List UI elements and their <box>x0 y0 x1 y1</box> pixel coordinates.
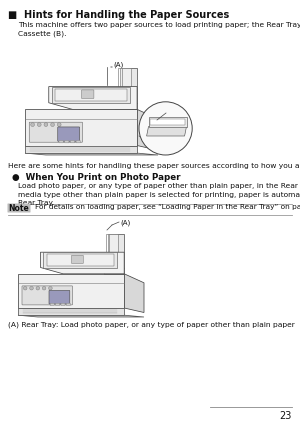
Circle shape <box>30 286 33 290</box>
Circle shape <box>42 286 46 290</box>
Polygon shape <box>108 234 117 267</box>
Polygon shape <box>115 103 137 109</box>
Text: (A): (A) <box>113 62 123 68</box>
Polygon shape <box>148 117 187 127</box>
Text: (A): (A) <box>120 220 130 226</box>
Polygon shape <box>18 315 144 317</box>
Circle shape <box>23 286 27 290</box>
FancyBboxPatch shape <box>22 286 73 305</box>
Polygon shape <box>103 267 124 274</box>
Polygon shape <box>56 88 127 101</box>
Polygon shape <box>40 252 124 274</box>
Polygon shape <box>147 127 187 136</box>
FancyBboxPatch shape <box>71 255 83 264</box>
Polygon shape <box>25 109 137 145</box>
Circle shape <box>31 123 34 127</box>
FancyBboxPatch shape <box>82 90 94 99</box>
Polygon shape <box>43 252 117 267</box>
FancyBboxPatch shape <box>76 141 80 143</box>
Text: Note: Note <box>9 204 29 213</box>
FancyBboxPatch shape <box>56 303 60 306</box>
Polygon shape <box>18 308 124 315</box>
FancyBboxPatch shape <box>61 303 65 306</box>
Polygon shape <box>52 87 130 103</box>
Text: Load photo paper, or any type of paper other than plain paper, in the Rear Tray.: Load photo paper, or any type of paper o… <box>18 183 300 206</box>
Circle shape <box>38 123 41 127</box>
Polygon shape <box>137 109 158 150</box>
Text: 23: 23 <box>280 411 292 421</box>
FancyBboxPatch shape <box>65 141 69 143</box>
Polygon shape <box>106 234 115 267</box>
Circle shape <box>57 123 61 127</box>
Polygon shape <box>124 274 144 312</box>
FancyBboxPatch shape <box>8 204 31 212</box>
Polygon shape <box>49 87 137 109</box>
Polygon shape <box>112 234 124 267</box>
Text: (A) Rear Tray: Load photo paper, or any type of paper other than plain paper: (A) Rear Tray: Load photo paper, or any … <box>8 322 295 329</box>
Text: Here are some hints for handling these paper sources according to how you are us: Here are some hints for handling these p… <box>8 163 300 169</box>
FancyBboxPatch shape <box>70 141 75 143</box>
Polygon shape <box>110 234 118 267</box>
FancyBboxPatch shape <box>50 303 54 306</box>
Circle shape <box>49 286 52 290</box>
Polygon shape <box>18 274 124 308</box>
Circle shape <box>36 286 40 290</box>
Text: ■  Hints for Handling the Paper Sources: ■ Hints for Handling the Paper Sources <box>8 10 229 20</box>
Polygon shape <box>25 153 158 155</box>
Circle shape <box>44 123 48 127</box>
Circle shape <box>139 102 192 155</box>
Text: ●  When You Print on Photo Paper: ● When You Print on Photo Paper <box>12 173 181 182</box>
Text: (B): (B) <box>167 112 177 118</box>
FancyBboxPatch shape <box>29 122 83 142</box>
Polygon shape <box>118 68 128 103</box>
FancyBboxPatch shape <box>49 290 70 304</box>
Polygon shape <box>150 119 184 125</box>
FancyBboxPatch shape <box>58 127 80 141</box>
Polygon shape <box>120 68 129 103</box>
Text: For details on loading paper, see “Loading Paper in the Rear Tray” on page 25.: For details on loading paper, see “Loadi… <box>35 204 300 210</box>
Polygon shape <box>122 68 131 103</box>
Polygon shape <box>47 254 114 266</box>
FancyBboxPatch shape <box>66 303 70 306</box>
Polygon shape <box>125 68 137 103</box>
Polygon shape <box>25 145 137 153</box>
FancyBboxPatch shape <box>59 141 63 143</box>
Text: This machine offers two paper sources to load printing paper; the Rear Tray (A) : This machine offers two paper sources to… <box>18 21 300 37</box>
Circle shape <box>51 123 55 127</box>
